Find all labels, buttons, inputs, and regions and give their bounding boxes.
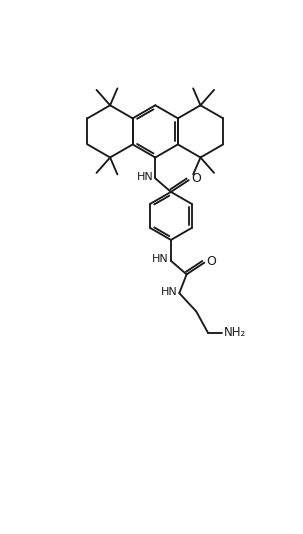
Text: NH₂: NH₂ (224, 326, 246, 339)
Text: HN: HN (161, 287, 177, 296)
Text: O: O (206, 255, 216, 268)
Text: O: O (191, 172, 201, 185)
Text: HN: HN (136, 172, 153, 182)
Text: HN: HN (152, 255, 169, 264)
